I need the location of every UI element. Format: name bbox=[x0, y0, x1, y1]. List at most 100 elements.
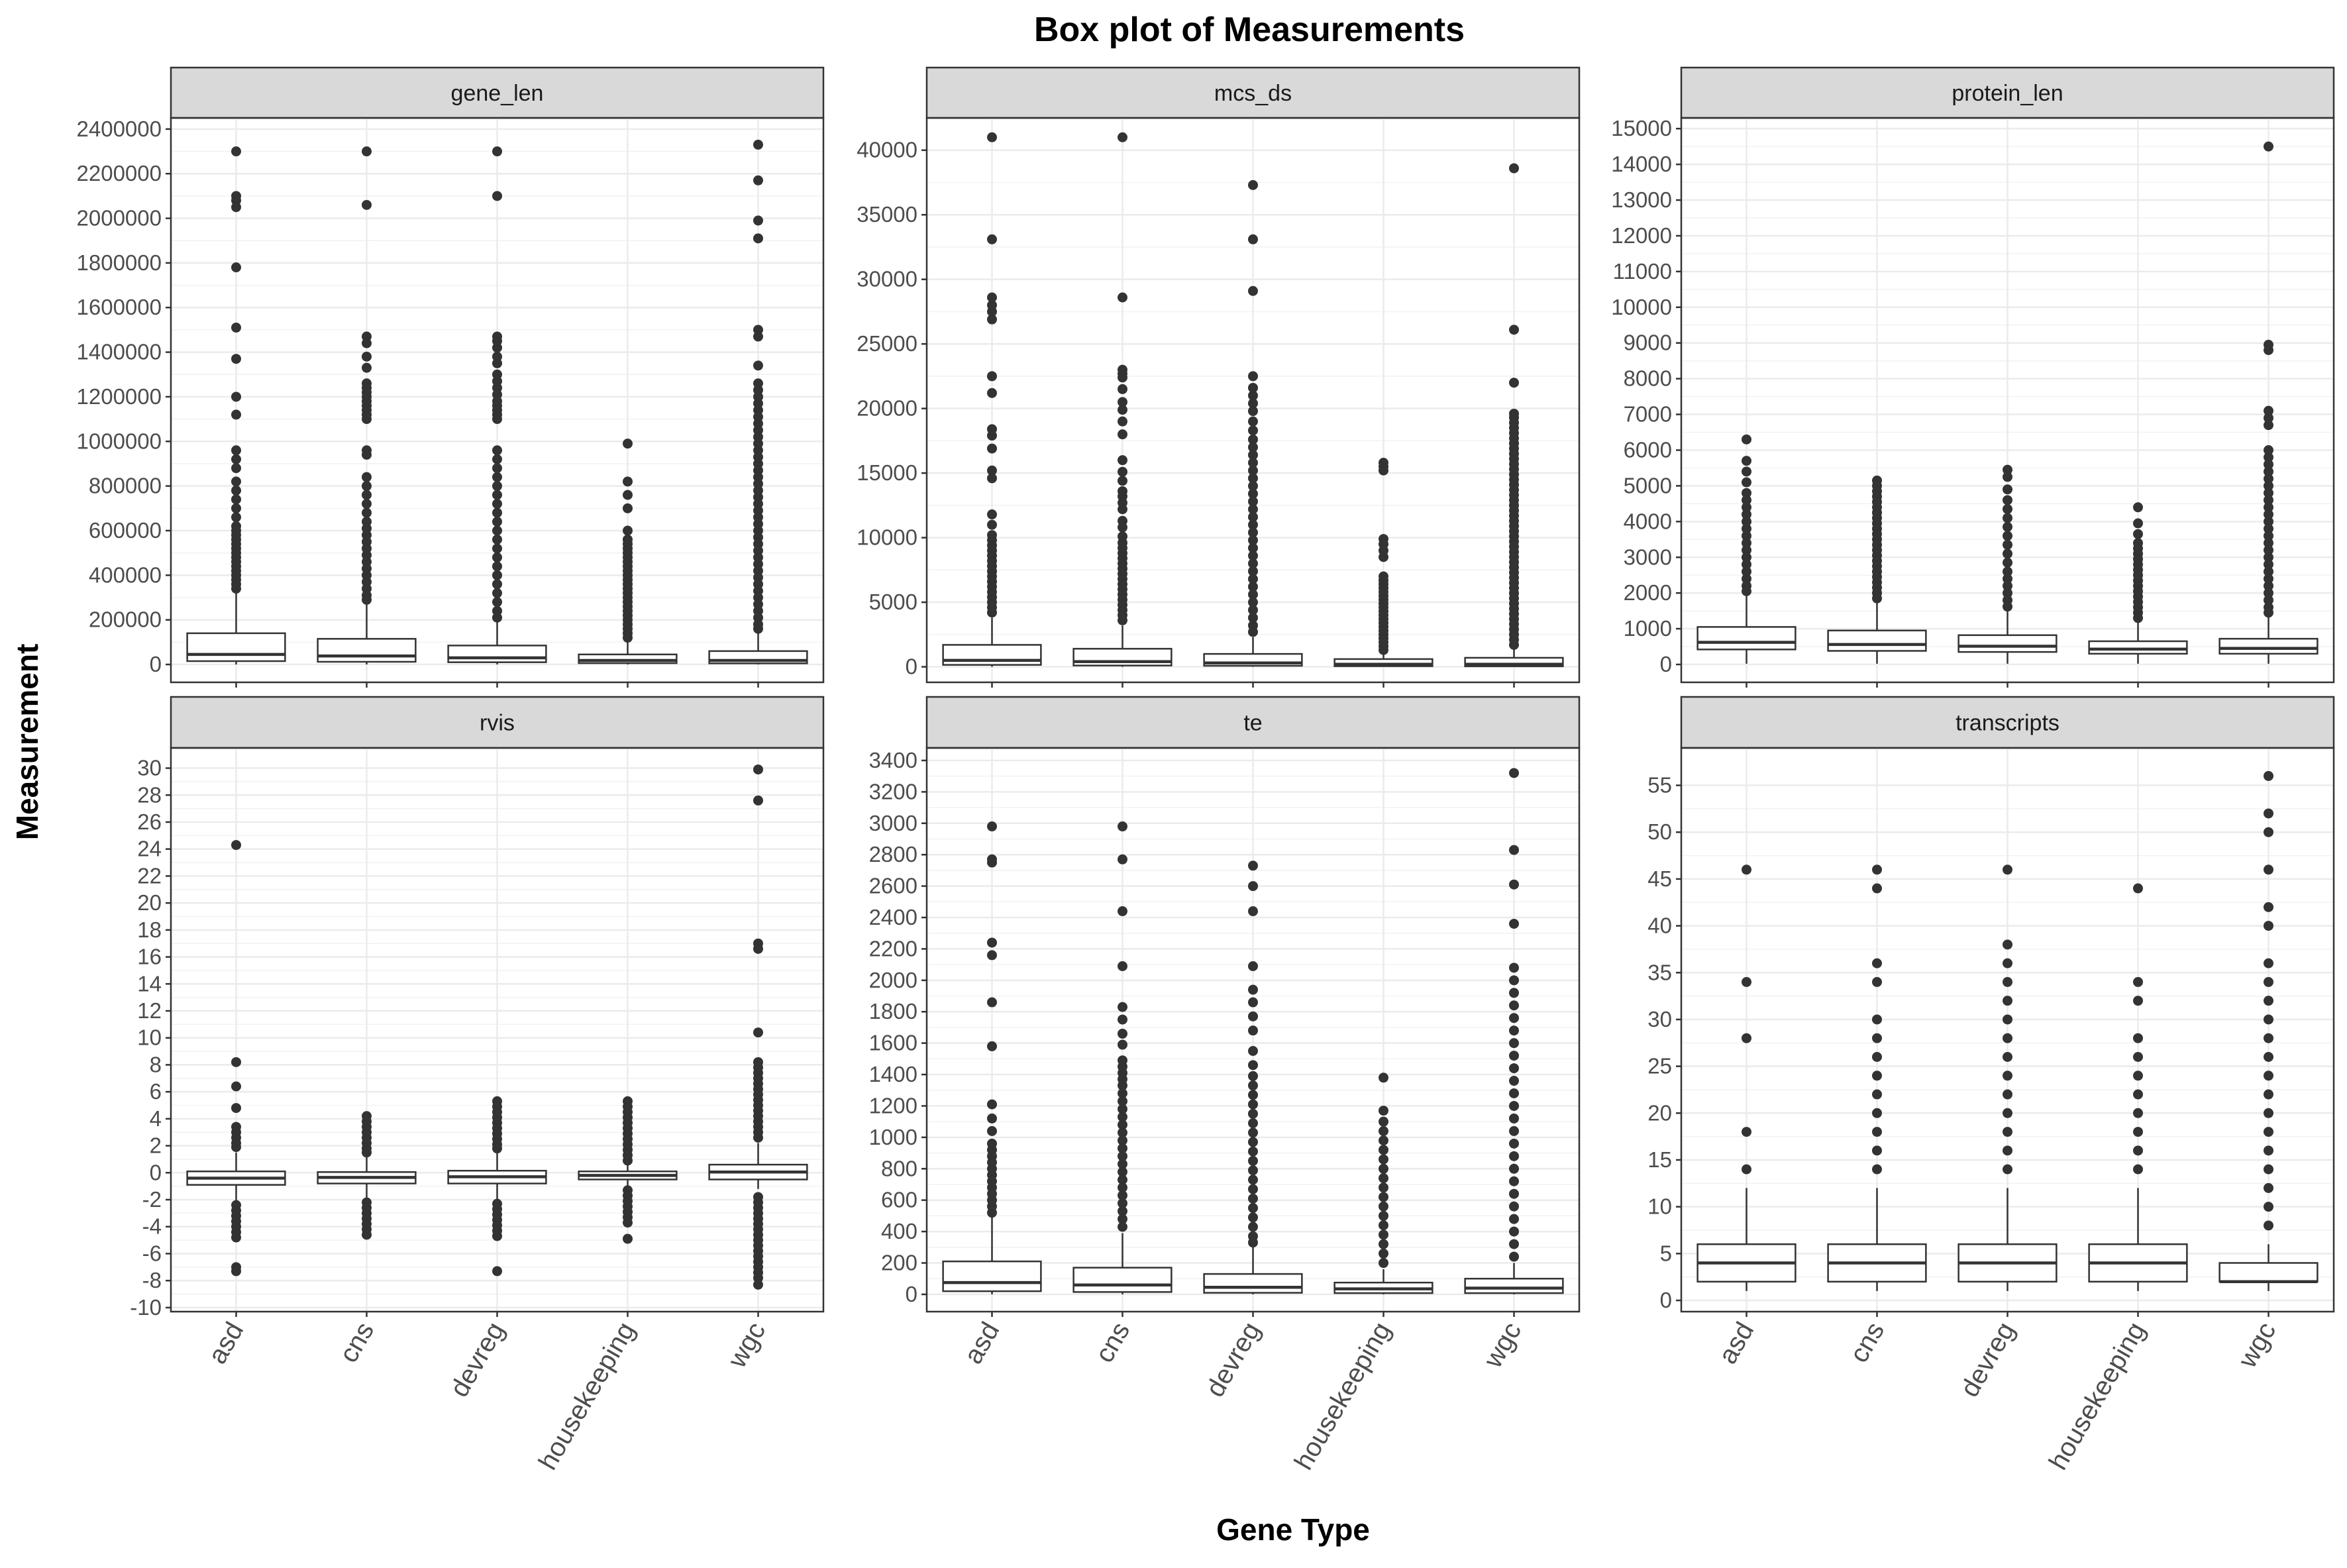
outlier-point bbox=[1379, 1210, 1388, 1221]
outlier-point bbox=[1118, 416, 1127, 427]
outlier-point bbox=[1872, 1164, 1882, 1175]
y-tick-label: 50 bbox=[1647, 819, 1672, 844]
outlier-point bbox=[1742, 434, 1751, 444]
y-tick-label: 1200000 bbox=[77, 384, 162, 409]
outlier-point bbox=[753, 764, 763, 775]
y-tick-label: 0 bbox=[906, 654, 917, 679]
outlier-point bbox=[492, 570, 502, 580]
outlier-point bbox=[1509, 1051, 1519, 1061]
outlier-point bbox=[1118, 1120, 1127, 1130]
outlier-point bbox=[2133, 1108, 2143, 1118]
outlier-point bbox=[2003, 1108, 2012, 1118]
outlier-point bbox=[753, 1132, 763, 1143]
outlier-point bbox=[2003, 566, 2012, 577]
panel-border bbox=[1680, 747, 2335, 1313]
outlier-point bbox=[1118, 397, 1127, 407]
outlier-point bbox=[1248, 1025, 1258, 1036]
iqr-box bbox=[1696, 626, 1797, 651]
outlier-point bbox=[1379, 1229, 1388, 1240]
outlier-point bbox=[492, 1143, 502, 1154]
outlier-point bbox=[1509, 1151, 1519, 1161]
outlier-point bbox=[231, 485, 241, 496]
y-tick-label: 55 bbox=[1647, 773, 1672, 798]
outlier-point bbox=[987, 519, 997, 530]
outlier-point bbox=[2003, 958, 2012, 968]
outlier-point bbox=[362, 472, 372, 482]
y-tick-label: 1800 bbox=[869, 999, 917, 1023]
outlier-point bbox=[1872, 1071, 1882, 1081]
outlier-point bbox=[2264, 588, 2273, 598]
outlier-point bbox=[1118, 1028, 1127, 1039]
y-tick-label: 2200000 bbox=[77, 161, 162, 185]
outlier-point bbox=[1118, 384, 1127, 394]
outlier-point bbox=[231, 1057, 241, 1067]
outlier-point bbox=[1248, 406, 1258, 417]
outlier-point bbox=[1509, 1188, 1519, 1199]
outlier-point bbox=[2003, 976, 2012, 987]
outlier-point bbox=[2264, 770, 2273, 781]
y-tick-label: 3000 bbox=[1624, 545, 1672, 569]
outlier-point bbox=[231, 512, 241, 523]
outlier-point bbox=[2264, 1127, 2273, 1137]
outlier-point bbox=[2003, 464, 2012, 475]
outlier-point bbox=[987, 431, 997, 441]
chart-title: Box plot of Measurements bbox=[1034, 11, 1465, 49]
outlier-point bbox=[1118, 1190, 1127, 1201]
y-tick-label: 0 bbox=[906, 1282, 917, 1306]
outlier-point bbox=[1118, 615, 1127, 625]
outlier-point bbox=[1509, 1201, 1519, 1212]
y-tick-label: 35000 bbox=[857, 202, 917, 227]
outlier-point bbox=[492, 481, 502, 492]
outlier-point bbox=[1509, 1125, 1519, 1136]
outlier-point bbox=[2003, 539, 2012, 550]
outlier-point bbox=[1248, 1127, 1258, 1138]
outlier-point bbox=[1742, 495, 1751, 505]
outlier-point bbox=[1248, 597, 1258, 607]
outlier-point bbox=[2264, 1071, 2273, 1081]
y-tick-label: 2 bbox=[150, 1133, 162, 1158]
outlier-point bbox=[2264, 1108, 2273, 1118]
outlier-point bbox=[2264, 474, 2273, 484]
outlier-point bbox=[1509, 1163, 1519, 1174]
y-tick-label: 40 bbox=[1647, 914, 1672, 938]
outlier-point bbox=[2133, 518, 2143, 529]
y-tick-label: 5000 bbox=[869, 590, 917, 614]
box-housekeeping bbox=[578, 439, 678, 665]
box-cns bbox=[317, 146, 417, 665]
box-asd bbox=[1696, 864, 1797, 1291]
y-tick-label: 4 bbox=[150, 1106, 162, 1131]
outlier-point bbox=[1248, 1155, 1258, 1166]
outlier-point bbox=[1118, 522, 1127, 533]
outlier-point bbox=[1742, 586, 1751, 596]
outlier-point bbox=[1118, 429, 1127, 440]
outlier-point bbox=[987, 314, 997, 325]
y-tick-label: 0 bbox=[1660, 652, 1672, 676]
iqr-box bbox=[1072, 1267, 1173, 1293]
outlier-point bbox=[1248, 1203, 1258, 1214]
outlier-point bbox=[2264, 976, 2273, 987]
outlier-point bbox=[987, 1113, 997, 1124]
outlier-point bbox=[1248, 398, 1258, 409]
outlier-point bbox=[1509, 963, 1519, 973]
y-tick-label: 600 bbox=[881, 1188, 917, 1212]
outlier-point bbox=[1742, 1033, 1751, 1043]
outlier-point bbox=[1248, 488, 1258, 499]
box-asd bbox=[186, 146, 286, 665]
outlier-point bbox=[1742, 552, 1751, 562]
outlier-point bbox=[1379, 1135, 1388, 1146]
outlier-point bbox=[2003, 601, 2012, 612]
outlier-point bbox=[1509, 1076, 1519, 1086]
outlier-point bbox=[492, 612, 502, 623]
box-cns bbox=[317, 1111, 417, 1240]
y-tick-label: 1800000 bbox=[77, 250, 162, 275]
strip-label: mcs_ds bbox=[1214, 81, 1292, 106]
y-tick-label: 1400000 bbox=[77, 340, 162, 364]
y-tick-label: 30 bbox=[137, 756, 162, 780]
outlier-point bbox=[2264, 345, 2273, 356]
iqr-box bbox=[186, 632, 286, 662]
box-asd bbox=[1696, 434, 1797, 664]
outlier-point bbox=[1118, 821, 1127, 832]
y-tick-label: 11000 bbox=[1613, 259, 1672, 284]
outlier-point bbox=[2133, 502, 2143, 513]
outlier-point bbox=[1248, 1060, 1258, 1071]
